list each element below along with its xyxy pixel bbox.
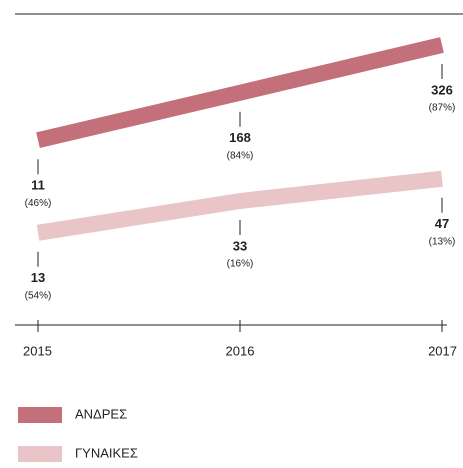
legend-swatch (18, 446, 62, 462)
percent-label: (54%) (25, 290, 52, 301)
x-tick-label: 2017 (428, 343, 457, 358)
series-line (36, 37, 444, 148)
percent-label: (13%) (429, 236, 456, 247)
percent-label: (84%) (227, 150, 254, 161)
data-label: 13 (31, 270, 45, 285)
data-label: 168 (229, 130, 251, 145)
percent-label: (87%) (429, 103, 456, 114)
percent-label: (16%) (227, 259, 254, 270)
legend-label: ΑΝΔΡΕΣ (75, 406, 127, 421)
data-label: 326 (431, 82, 453, 97)
legend-swatch (18, 407, 62, 423)
data-label: 47 (435, 216, 449, 231)
percent-label: (46%) (25, 198, 52, 209)
series-line (36, 170, 443, 241)
data-label: 11 (31, 178, 45, 193)
x-tick-label: 2016 (226, 343, 255, 358)
x-tick-label: 2015 (23, 343, 52, 358)
legend-label: ΓΥΝΑΙΚΕΣ (75, 445, 138, 460)
data-label: 33 (233, 238, 247, 253)
